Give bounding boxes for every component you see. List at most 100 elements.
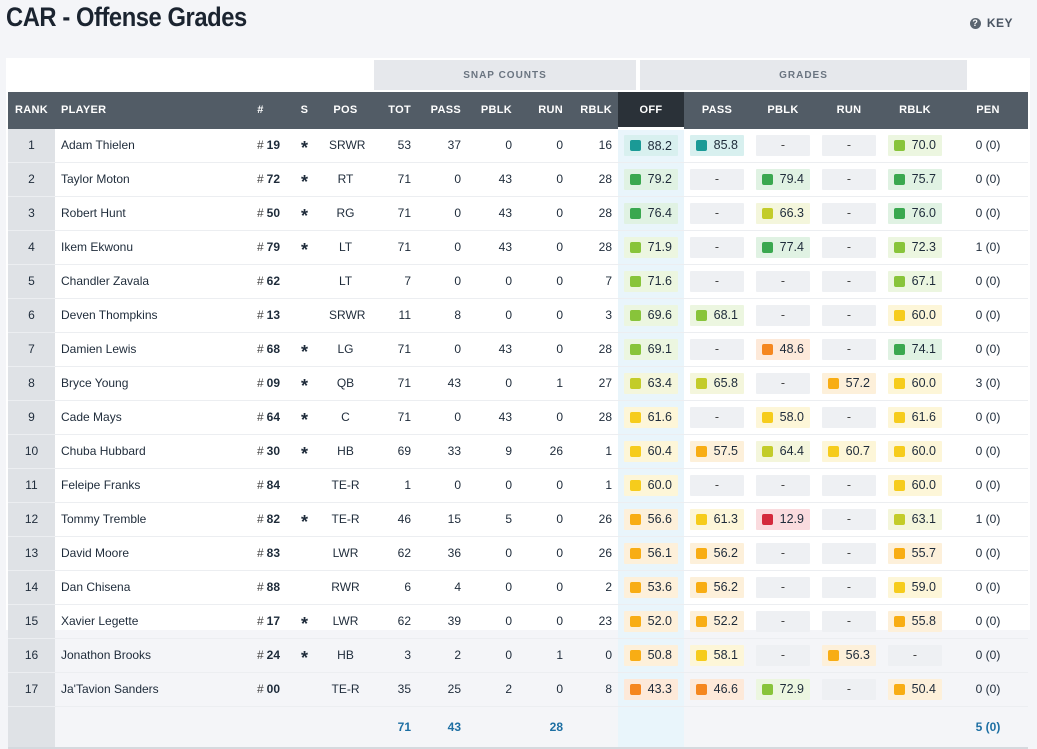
snap-tot-cell: 35 [368, 672, 417, 707]
key-button[interactable]: ? KEY [969, 16, 1013, 30]
player-name-link[interactable]: Cade Mays [55, 400, 235, 435]
player-name-link[interactable]: Tommy Tremble [55, 502, 235, 537]
grade-rblk-value: 60.0 [911, 444, 936, 458]
col-grade-run[interactable]: RUN [816, 92, 882, 129]
snap-pblk-cell: 43 [467, 230, 518, 265]
grade-pblk-box: - [756, 372, 810, 394]
grade-off-cell: 71.9 [618, 230, 684, 265]
jersey-cell: #68 [235, 332, 286, 367]
position-cell: RWR [323, 570, 368, 605]
grade-run-cell: - [816, 196, 882, 231]
col-snap-pass[interactable]: PASS [417, 92, 467, 129]
col-jersey[interactable]: # [235, 92, 286, 129]
player-name-link[interactable]: Bryce Young [55, 366, 235, 401]
col-grade-off[interactable]: OFF [618, 92, 684, 130]
snap-tot-cell: 6 [368, 570, 417, 605]
grade-pblk-value: 64.4 [779, 444, 804, 458]
player-name-link[interactable]: Ja'Tavion Sanders [55, 672, 235, 707]
grade-pass-cell: - [684, 196, 750, 231]
snap-rblk-cell: 0 [569, 638, 618, 673]
grade-run-box: - [822, 678, 876, 700]
snap-rblk-cell: 28 [569, 400, 618, 435]
rank-cell: 15 [8, 604, 55, 639]
snap-run-cell: 0 [518, 468, 569, 503]
starter-cell: * [286, 638, 323, 673]
grade-pass-cell: 57.5 [684, 434, 750, 469]
col-player[interactable]: PLAYER [55, 92, 235, 129]
jersey-number: 09 [266, 376, 280, 390]
grade-rblk-cell: 63.1 [882, 502, 948, 537]
col-grade-rblk[interactable]: RBLK [882, 92, 948, 129]
grade-pblk-cell: - [750, 570, 816, 605]
grade-off-value: 43.3 [647, 682, 672, 696]
grade-pass-box: 68.1 [690, 304, 744, 326]
col-grade-pblk[interactable]: PBLK [750, 92, 816, 129]
starter-cell: * [286, 230, 323, 265]
grade-off-box: 50.8 [624, 644, 678, 666]
col-snap-run[interactable]: RUN [518, 92, 569, 129]
col-pen[interactable]: PEN [948, 92, 1028, 129]
jersey-cell: #50 [235, 196, 286, 231]
player-name-link[interactable]: Xavier Legette [55, 604, 235, 639]
snap-rblk-cell: 26 [569, 536, 618, 571]
player-name-link[interactable]: Robert Hunt [55, 196, 235, 231]
col-snap-rblk[interactable]: RBLK [569, 92, 618, 129]
snap-pass-cell: 37 [417, 128, 467, 163]
grade-pass-box: 57.5 [690, 440, 744, 462]
player-name-link[interactable]: David Moore [55, 536, 235, 571]
grade-pblk-value: 72.9 [779, 682, 804, 696]
player-name-link[interactable]: Chuba Hubbard [55, 434, 235, 469]
grade-run-cell: - [816, 400, 882, 435]
player-name-link[interactable]: Taylor Moton [55, 162, 235, 197]
player-name-link[interactable]: Dan Chisena [55, 570, 235, 605]
player-name-link[interactable]: Chandler Zavala [55, 264, 235, 299]
col-snap-pblk[interactable]: PBLK [467, 92, 518, 129]
col-rank[interactable]: RANK [8, 92, 55, 129]
grade-pblk-box: - [756, 304, 810, 326]
penalty-cell: 0 (0) [948, 196, 1028, 231]
col-grade-pass[interactable]: PASS [684, 92, 750, 129]
rank-cell: 3 [8, 196, 55, 231]
grade-pass-cell: - [684, 230, 750, 265]
position-cell: SRWR [323, 298, 368, 333]
jersey-cell: #72 [235, 162, 286, 197]
player-name-link[interactable]: Ikem Ekwonu [55, 230, 235, 265]
grade-pass-box: 56.2 [690, 576, 744, 598]
grade-pblk-cell: - [750, 604, 816, 639]
grade-swatch-icon [894, 615, 905, 627]
player-name-link[interactable]: Damien Lewis [55, 332, 235, 367]
grade-off-cell: 63.4 [618, 366, 684, 401]
col-snap-tot[interactable]: TOT [368, 92, 417, 129]
jersey-cell: #84 [235, 468, 286, 503]
table-row: 9 Cade Mays #64 * C 71 0 43 0 28 61.6-58.0-61.6 0 (… [8, 400, 1028, 435]
rank-cell: 6 [8, 298, 55, 333]
position-cell: LT [323, 264, 368, 299]
col-pos[interactable]: POS [323, 92, 368, 129]
grade-run-box: - [822, 168, 876, 190]
totals-row: 71 43 28 5 (0) [8, 705, 1028, 749]
grade-swatch-icon [696, 139, 707, 151]
jersey-number: 79 [266, 240, 280, 254]
grade-rblk-box: 60.0 [888, 440, 942, 462]
snap-run-cell: 0 [518, 502, 569, 537]
grade-off-box: 69.1 [624, 338, 678, 360]
grade-pblk-cell: 64.4 [750, 434, 816, 469]
player-name-link[interactable]: Feleipe Franks [55, 468, 235, 503]
player-name-link[interactable]: Jonathon Brooks [55, 638, 235, 673]
jersey-number: 19 [266, 138, 280, 152]
starter-cell [286, 570, 323, 605]
snap-tot-cell: 71 [368, 400, 417, 435]
grade-off-value: 50.8 [647, 648, 672, 662]
snap-rblk-cell: 1 [569, 434, 618, 469]
player-name-link[interactable]: Deven Thompkins [55, 298, 235, 333]
snap-tot-cell: 11 [368, 298, 417, 333]
grade-swatch-icon [762, 241, 773, 253]
penalty-cell: 3 (0) [948, 366, 1028, 401]
grade-off-value: 71.6 [647, 274, 672, 288]
grade-off-box: 63.4 [624, 372, 678, 394]
player-name-link[interactable]: Adam Thielen [55, 128, 235, 163]
col-starter[interactable]: S [286, 92, 323, 129]
starter-cell: * [286, 502, 323, 537]
snap-run-cell: 1 [518, 638, 569, 673]
table-row: 13 David Moore #83 LWR 62 36 0 0 26 56.1 56.2- -55.… [8, 536, 1028, 571]
